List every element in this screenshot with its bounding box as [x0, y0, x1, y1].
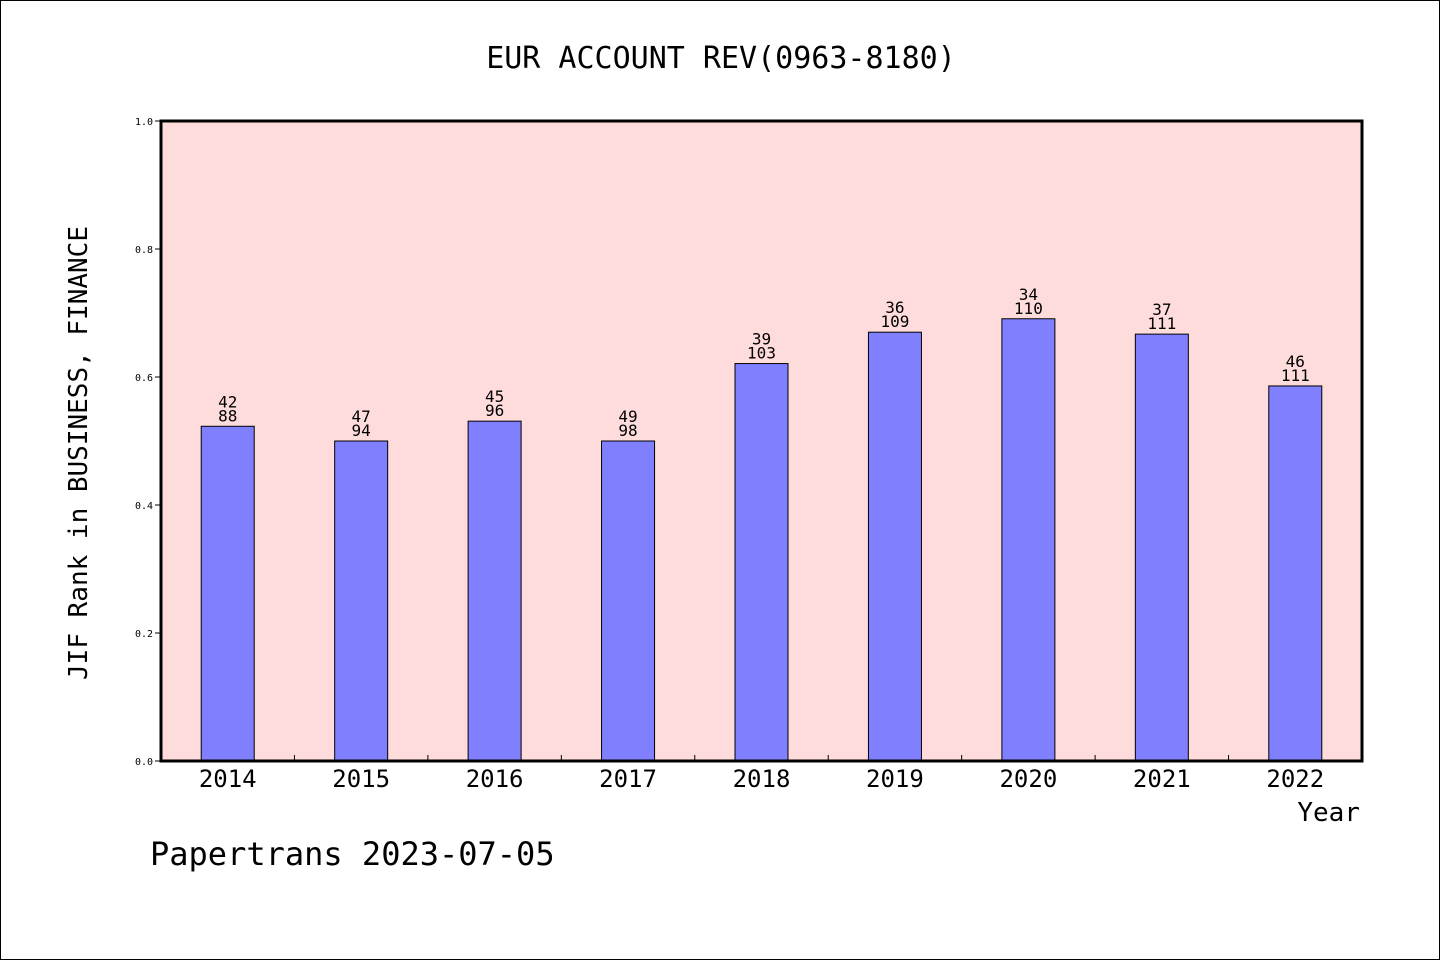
total-label: 109 [880, 312, 909, 331]
bar-series [200, 318, 1323, 762]
y-tick-label: 0.6 [135, 373, 153, 384]
x-tick-label: 2019 [866, 765, 924, 793]
x-axis: 2014 2015 2016 2017 2018 2019 2020 2021 2022 [199, 755, 1324, 793]
rank-label: 42 [218, 392, 237, 411]
bar-2021 [1134, 333, 1189, 762]
y-tick-label: 0.4 [135, 501, 153, 512]
x-tick-label: 2020 [999, 765, 1057, 793]
total-label: 94 [352, 421, 371, 440]
total-label: 110 [1014, 299, 1043, 318]
x-tick-label: 2022 [1266, 765, 1324, 793]
y-tick-label: 1.0 [135, 117, 153, 128]
rank-label: 49 [618, 407, 637, 426]
total-label: 103 [747, 344, 776, 363]
x-tick-label: 2021 [1133, 765, 1191, 793]
x-tick-label: 2017 [599, 765, 657, 793]
bar-2019 [867, 331, 922, 762]
y-tick-label: 0.2 [135, 629, 153, 640]
total-label: 111 [1281, 366, 1310, 385]
chart-title: EUR ACCOUNT REV(0963-8180) [486, 41, 956, 76]
rank-label: 46 [1286, 352, 1305, 371]
x-tick-label: 2015 [332, 765, 390, 793]
total-label: 98 [618, 421, 637, 440]
x-tick-label: 2014 [199, 765, 257, 793]
rank-label: 36 [885, 298, 904, 317]
bar-2015 [334, 440, 389, 762]
y-axis-label: JIF Rank in BUSINESS, FINANCE [64, 226, 94, 680]
total-label: 88 [218, 406, 237, 425]
x-tick-label: 2016 [466, 765, 524, 793]
x-axis-label: Year [1297, 798, 1360, 828]
rank-label: 34 [1019, 285, 1038, 304]
total-label: 96 [485, 401, 504, 420]
rank-label: 47 [352, 407, 371, 426]
plot-border [159, 119, 1364, 763]
rank-label: 39 [752, 330, 771, 349]
y-axis: 0.0 0.2 0.4 0.6 0.8 1.0 [135, 117, 161, 768]
footer-text: Papertrans 2023-07-05 [150, 835, 555, 873]
y-tick-label: 0.8 [135, 245, 153, 256]
y-tick-label: 0.0 [135, 757, 153, 768]
rank-label: 45 [485, 387, 504, 406]
x-tick-label: 2018 [733, 765, 791, 793]
bar-2017 [601, 440, 656, 762]
bar-2022 [1268, 385, 1323, 762]
rank-label: 37 [1152, 300, 1171, 319]
bar-2020 [1001, 318, 1056, 762]
bar-2016 [467, 420, 522, 762]
bar-2014 [200, 425, 255, 762]
bar-2018 [734, 363, 789, 762]
total-label: 111 [1147, 314, 1176, 333]
